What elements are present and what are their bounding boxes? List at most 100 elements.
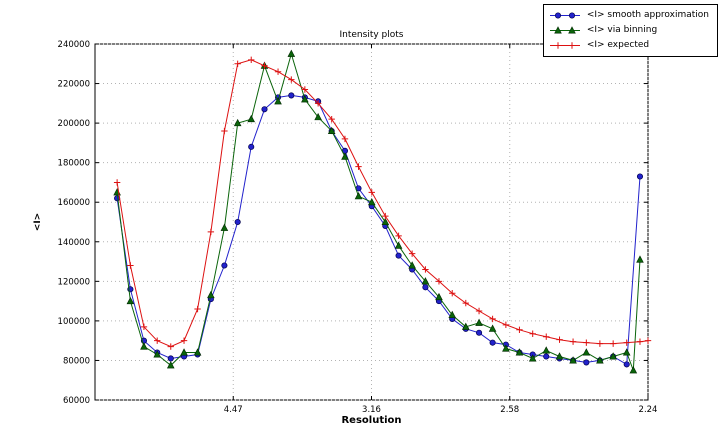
legend-item-smooth: <I> smooth approximation [549, 9, 709, 22]
triangle-marker-icon [461, 322, 470, 330]
triangle-marker-icon [421, 277, 430, 285]
svg-text:100000: 100000 [58, 317, 90, 327]
triangle-marker-icon [287, 49, 296, 57]
plus-marker-icon [248, 56, 255, 64]
svg-text:200000: 200000 [58, 119, 90, 129]
plus-marker-icon [636, 338, 644, 345]
circle-marker-icon [422, 284, 429, 291]
circle-marker-icon [221, 262, 228, 269]
plus-marker-icon [623, 339, 630, 346]
plus-marker-icon [462, 299, 469, 307]
plus-marker-icon [274, 68, 282, 75]
plus-marker-icon [207, 228, 215, 236]
legend: <I> smooth approximation <I> via binning <… [542, 4, 718, 57]
plus-marker-icon [341, 135, 349, 143]
triangle-marker-icon [568, 26, 576, 34]
triangle-marker-icon [180, 348, 188, 356]
triangle-marker-icon [569, 356, 577, 364]
triangle-marker-icon [475, 318, 483, 326]
plus-marker-icon [502, 321, 510, 329]
plus-marker-icon [489, 315, 496, 323]
legend-item-expected: <I> expected [549, 39, 709, 52]
legend-label: <I> smooth approximation [586, 10, 709, 20]
legend-key-plus-icon [549, 42, 580, 49]
plus-marker-icon [180, 337, 188, 344]
plus-marker-icon [449, 290, 456, 297]
series-line-smooth [116, 94, 641, 366]
plus-marker-icon [314, 100, 322, 107]
triangle-marker-icon [354, 192, 363, 200]
triangle-marker-icon [367, 197, 376, 206]
plus-marker-icon [554, 42, 562, 49]
legend-key-circle-icon [549, 12, 580, 19]
svg-text:160000: 160000 [58, 198, 90, 208]
triangle-marker-icon [233, 118, 242, 127]
plus-marker-icon [382, 212, 389, 220]
circle-marker-icon [288, 92, 295, 99]
svg-text:180000: 180000 [58, 159, 90, 169]
triangle-marker-icon [220, 223, 229, 231]
triangle-marker-icon [448, 310, 457, 318]
plus-marker-icon [261, 62, 268, 69]
triangle-marker-icon [629, 366, 638, 374]
plus-marker-icon [288, 76, 295, 83]
triangle-marker-icon [596, 356, 604, 364]
plus-marker-icon [516, 326, 523, 333]
triangle-marker-icon [247, 114, 256, 123]
plus-marker-icon [221, 127, 228, 135]
plus-marker-icon [556, 336, 563, 343]
legend-label: <I> via binning [586, 25, 658, 35]
legend-item-binning: <I> via binning [549, 24, 709, 37]
plus-marker-icon [395, 232, 402, 240]
svg-text:220000: 220000 [58, 80, 90, 90]
circle-marker-icon [623, 361, 630, 368]
svg-text:140000: 140000 [58, 238, 90, 248]
triangle-marker-icon [554, 26, 562, 34]
circle-marker-icon [261, 106, 268, 113]
plus-marker-icon [234, 60, 241, 67]
legend-key-triangle-icon [549, 26, 580, 34]
plus-marker-icon [194, 305, 201, 313]
triangle-marker-icon [435, 292, 443, 301]
triangle-marker-icon [301, 95, 309, 103]
plus-marker-icon [422, 266, 429, 273]
plus-marker-icon [609, 340, 617, 347]
circle-marker-icon [489, 339, 496, 346]
plus-marker-icon [368, 189, 375, 196]
plus-marker-icon [328, 115, 335, 123]
triangle-marker-icon [542, 346, 551, 354]
circle-marker-icon [248, 143, 255, 150]
svg-text:2.24: 2.24 [639, 405, 658, 415]
triangle-marker-icon [555, 352, 564, 360]
svg-text:80000: 80000 [63, 356, 90, 366]
svg-text:4.47: 4.47 [224, 405, 243, 415]
plus-marker-icon [435, 278, 443, 285]
triangle-marker-icon [314, 112, 322, 121]
plus-marker-icon [140, 323, 148, 331]
plus-marker-icon [543, 333, 550, 340]
legend-label: <I> expected [586, 40, 650, 50]
triangle-marker-icon [502, 344, 510, 352]
plus-marker-icon [127, 262, 134, 269]
circle-marker-icon [554, 12, 561, 19]
circle-marker-icon [636, 173, 644, 180]
svg-text:120000: 120000 [58, 277, 90, 287]
triangle-marker-icon [515, 348, 524, 356]
triangle-marker-icon [153, 350, 162, 358]
circle-marker-icon [543, 353, 550, 360]
plus-marker-icon [596, 340, 604, 347]
triangle-marker-icon [166, 361, 175, 369]
plus-marker-icon [408, 250, 416, 257]
triangle-marker-icon [528, 354, 537, 362]
triangle-marker-icon [193, 348, 202, 356]
svg-text:3.16: 3.16 [362, 405, 381, 415]
plus-marker-icon [113, 179, 121, 186]
svg-text:240000: 240000 [58, 40, 90, 50]
plus-marker-icon [569, 338, 577, 345]
triangle-marker-icon [274, 97, 282, 105]
triangle-marker-icon [622, 348, 631, 356]
triangle-marker-icon [341, 152, 349, 160]
triangle-marker-icon [327, 126, 336, 135]
plus-marker-icon [568, 42, 576, 49]
